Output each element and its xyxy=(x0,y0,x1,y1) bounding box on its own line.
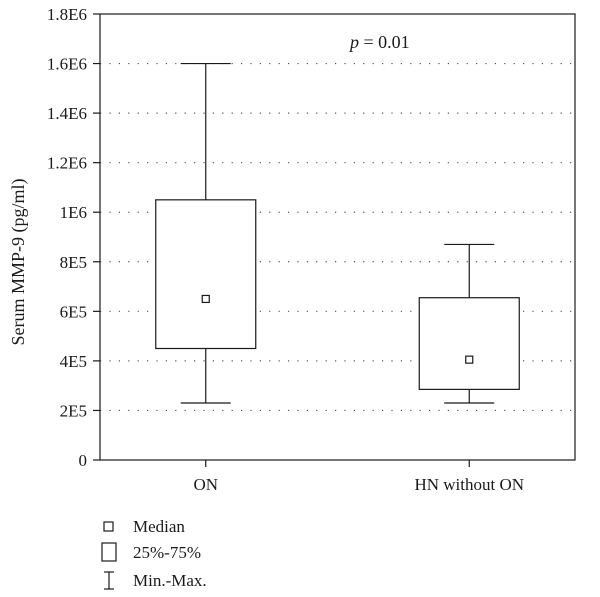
legend-whisker-symbol xyxy=(104,571,114,590)
box-0 xyxy=(155,62,257,404)
plot-frame xyxy=(99,13,576,461)
x-axis-ticks: ON HN without ON xyxy=(193,460,524,494)
iqr-box xyxy=(155,199,257,350)
y-tick-label: 8E5 xyxy=(60,253,87,272)
p-value-symbol: p xyxy=(348,32,359,52)
median-marker xyxy=(201,294,210,304)
legend-median-symbol xyxy=(103,521,114,532)
legend-label-quartiles: 25%-75% xyxy=(133,543,201,562)
p-value-annotation: p = 0.01 xyxy=(348,32,410,52)
iqr-box xyxy=(418,297,520,390)
y-tick-label: 2E5 xyxy=(60,401,87,420)
y-axis-ticks: 0 2E5 4E5 6E5 8E5 1E6 1.2E6 1.4E6 1.6E6 1.8E6 xyxy=(47,5,100,470)
median-marker xyxy=(465,355,474,364)
y-tick-label: 1E6 xyxy=(60,203,87,222)
y-tick-label: 1.4E6 xyxy=(47,104,87,123)
y-tick-label: 1.8E6 xyxy=(47,5,87,24)
legend: Median 25%-75% Min.-Max. xyxy=(101,517,207,590)
y-tick-label: 0 xyxy=(79,451,88,470)
y-axis-title: Serum MMP-9 (pg/ml) xyxy=(8,178,29,345)
boxes-group xyxy=(155,62,520,404)
x-tick-label: ON xyxy=(193,475,218,494)
legend-box-symbol xyxy=(101,542,117,562)
y-tick-label: 1.2E6 xyxy=(47,154,87,173)
p-value-text: = 0.01 xyxy=(359,32,410,52)
legend-label-minmax: Min.-Max. xyxy=(133,571,207,590)
box-1 xyxy=(418,243,520,404)
legend-label-median: Median xyxy=(133,517,185,536)
y-tick-label: 6E5 xyxy=(60,302,87,321)
y-tick-label: 1.6E6 xyxy=(47,55,87,74)
x-tick-label: HN without ON xyxy=(414,475,524,494)
y-tick-label: 4E5 xyxy=(60,352,87,371)
